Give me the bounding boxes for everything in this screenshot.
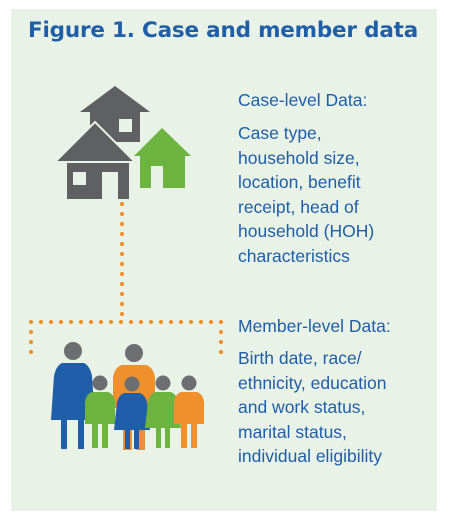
person-child-1 bbox=[85, 375, 115, 448]
figure-title: Figure 1. Case and member data bbox=[28, 18, 419, 43]
person-child-4 bbox=[174, 375, 204, 448]
member-level-heading: Member-level Data: bbox=[238, 316, 391, 336]
houses-icon bbox=[52, 86, 191, 201]
case-level-heading: Case-level Data: bbox=[238, 90, 368, 110]
dotted-connector bbox=[28, 201, 224, 355]
case-level-description: Case type, household size, location, ben… bbox=[238, 123, 375, 266]
member-level-description: Birth date, race/ ethnicity, education a… bbox=[238, 348, 387, 466]
person-child-3 bbox=[145, 375, 181, 448]
person-mother bbox=[51, 342, 95, 449]
person-child-2 bbox=[114, 376, 150, 449]
family-icon bbox=[51, 342, 204, 450]
